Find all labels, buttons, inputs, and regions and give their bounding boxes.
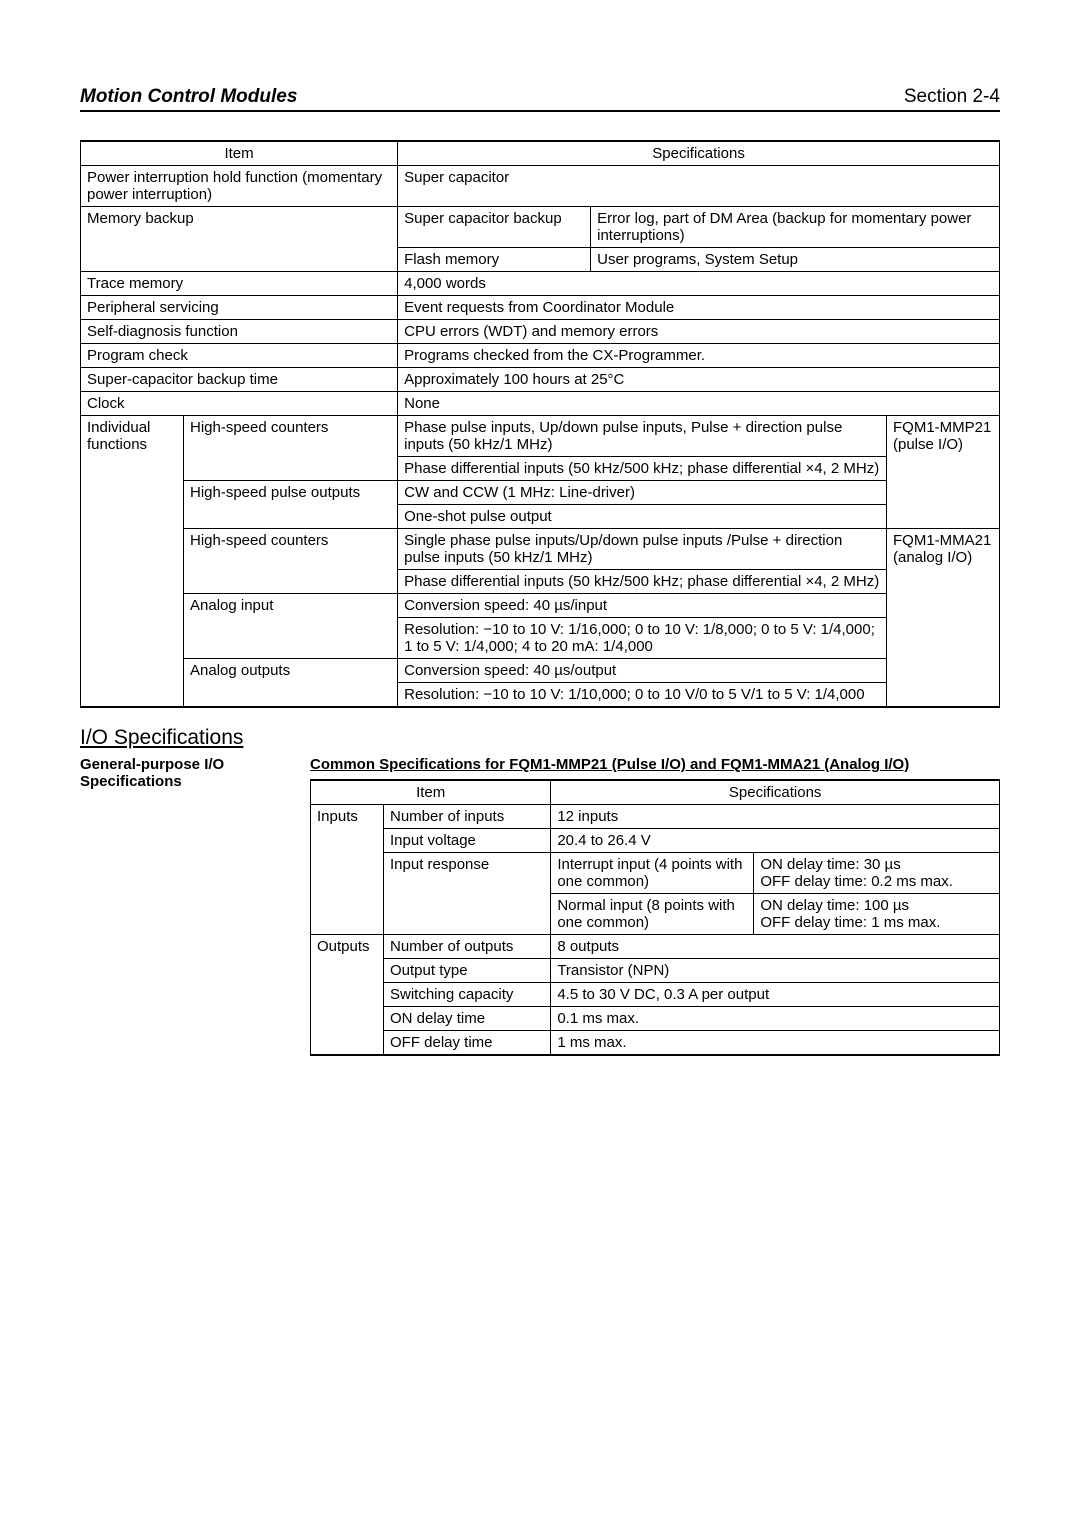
cell: Approximately 100 hours at 25°C — [398, 368, 1000, 392]
cell: Self-diagnosis function — [81, 320, 398, 344]
cell: ON delay time — [384, 1007, 551, 1031]
col-item: Item — [81, 141, 398, 166]
cell: Resolution: −10 to 10 V: 1/10,000; 0 to … — [398, 683, 887, 708]
page-header: Motion Control Modules Section 2-4 — [80, 86, 1000, 112]
cell: Normal input (8 points with one common) — [551, 894, 754, 935]
cell: Trace memory — [81, 272, 398, 296]
cell: Conversion speed: 40 µs/output — [398, 659, 887, 683]
cell: CPU errors (WDT) and memory errors — [398, 320, 1000, 344]
cell: High-speed pulse outputs — [184, 481, 398, 529]
cell: Resolution: −10 to 10 V: 1/16,000; 0 to … — [398, 618, 887, 659]
cell: Analog input — [184, 594, 398, 659]
cell: Super capacitor backup — [398, 207, 591, 248]
cell: OFF delay time — [384, 1031, 551, 1056]
cell: Switching capacity — [384, 983, 551, 1007]
cell: Peripheral servicing — [81, 296, 398, 320]
cell: Phase differential inputs (50 kHz/500 kH… — [398, 570, 887, 594]
col-spec: Specifications — [551, 780, 1000, 805]
cell: Conversion speed: 40 µs/input — [398, 594, 887, 618]
cell: Input voltage — [384, 829, 551, 853]
cell: Program check — [81, 344, 398, 368]
cell: CW and CCW (1 MHz: Line-driver) — [398, 481, 887, 505]
cell: Individual functions — [81, 416, 184, 708]
cell: Power interruption hold function (moment… — [81, 166, 398, 207]
header-title: Motion Control Modules — [80, 86, 297, 108]
cell: Input response — [384, 853, 551, 935]
cell: Super-capacitor backup time — [81, 368, 398, 392]
cell: User programs, System Setup — [591, 248, 1000, 272]
cell: High-speed counters — [184, 416, 398, 481]
cell: ON delay time: 30 µs OFF delay time: 0.2… — [754, 853, 1000, 894]
cell: 1 ms max. — [551, 1031, 1000, 1056]
cell: Interrupt input (4 points with one commo… — [551, 853, 754, 894]
cell: Number of inputs — [384, 805, 551, 829]
col-item: Item — [311, 780, 551, 805]
cell: Flash memory — [398, 248, 591, 272]
col-spec: Specifications — [398, 141, 1000, 166]
cell: Memory backup — [81, 207, 398, 272]
cell: Inputs — [311, 805, 384, 935]
cell: Error log, part of DM Area (backup for m… — [591, 207, 1000, 248]
cell: Programs checked from the CX-Programmer. — [398, 344, 1000, 368]
gp-io-label: General-purpose I/O Specifications — [80, 756, 310, 790]
cell: FQM1-MMA21 (analog I/O) — [887, 529, 1000, 708]
cell: Transistor (NPN) — [551, 959, 1000, 983]
cell: Output type — [384, 959, 551, 983]
cell: One-shot pulse output — [398, 505, 887, 529]
cell: None — [398, 392, 1000, 416]
cell: ON delay time: 100 µs OFF delay time: 1 … — [754, 894, 1000, 935]
cell: 20.4 to 26.4 V — [551, 829, 1000, 853]
cell: Phase differential inputs (50 kHz/500 kH… — [398, 457, 887, 481]
cell: Event requests from Coordinator Module — [398, 296, 1000, 320]
section-title: I/O Specifications — [80, 726, 1000, 750]
cell: Single phase pulse inputs/Up/down pulse … — [398, 529, 887, 570]
header-section: Section 2-4 — [904, 86, 1000, 108]
cell: 4.5 to 30 V DC, 0.3 A per output — [551, 983, 1000, 1007]
cell: Number of outputs — [384, 935, 551, 959]
cell: 0.1 ms max. — [551, 1007, 1000, 1031]
cell: Analog outputs — [184, 659, 398, 708]
cell: 4,000 words — [398, 272, 1000, 296]
cell: 8 outputs — [551, 935, 1000, 959]
cell: Phase pulse inputs, Up/down pulse inputs… — [398, 416, 887, 457]
specifications-table: Item Specifications Power interruption h… — [80, 140, 1000, 708]
cell: Clock — [81, 392, 398, 416]
cell: 12 inputs — [551, 805, 1000, 829]
subheading: Common Specifications for FQM1-MMP21 (Pu… — [310, 756, 1000, 773]
cell: Outputs — [311, 935, 384, 1056]
cell: Super capacitor — [398, 166, 1000, 207]
io-spec-table: Item Specifications Inputs Number of inp… — [310, 779, 1000, 1056]
cell: FQM1-MMP21 (pulse I/O) — [887, 416, 1000, 529]
cell: High-speed counters — [184, 529, 398, 594]
